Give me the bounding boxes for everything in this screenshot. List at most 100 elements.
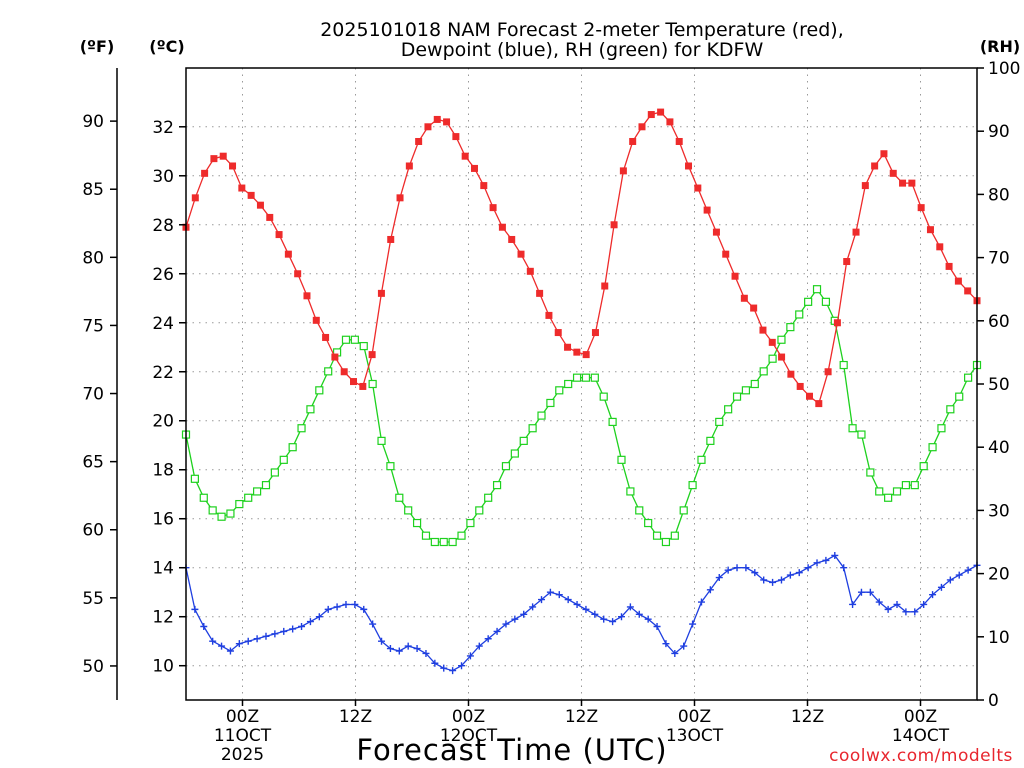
dewpoint-marker <box>466 652 474 660</box>
temperature-marker <box>377 289 385 297</box>
x-axis-label: Forecast Time (UTC) <box>356 733 667 767</box>
dewpoint-marker <box>733 564 741 572</box>
dewpoint-marker <box>697 598 705 606</box>
dewpoint-marker <box>529 603 537 611</box>
celsius-tick-label: 10 <box>152 657 174 677</box>
temperature-marker <box>256 201 264 209</box>
credit-text: coolwx.com/modelts <box>829 746 1013 766</box>
temperature-marker <box>815 400 823 408</box>
temperature-marker <box>536 289 544 297</box>
temperature-marker <box>703 206 711 214</box>
dewpoint-marker <box>378 637 386 645</box>
dewpoint-marker <box>689 620 697 628</box>
rh-marker <box>786 323 795 332</box>
rh-tick-label: 30 <box>988 501 1010 521</box>
rh-marker <box>217 512 226 521</box>
date-tick-label: 14OCT <box>892 726 950 746</box>
rh-marker <box>697 455 706 464</box>
dewpoint-marker <box>671 649 679 657</box>
date-tick-label: 11OCT <box>214 726 272 746</box>
fahrenheit-tick-label: 80 <box>82 248 104 268</box>
rh-marker <box>768 354 777 363</box>
temperature-marker <box>582 351 590 359</box>
dewpoint-marker <box>840 564 848 572</box>
dewpoint-marker <box>502 620 510 628</box>
fahrenheit-tick-label: 55 <box>82 589 104 609</box>
temperature-marker <box>768 338 776 346</box>
temperature-marker <box>275 231 283 239</box>
rh-marker <box>395 493 404 502</box>
temperature-marker <box>229 162 237 170</box>
dewpoint-marker <box>289 625 297 633</box>
temperature-marker <box>387 235 395 243</box>
dewpoint-marker <box>484 635 492 643</box>
temperature-marker <box>889 169 897 177</box>
temperature-marker <box>517 250 525 258</box>
year-tick-label: 2025 <box>221 745 264 765</box>
temperature-marker <box>908 179 916 187</box>
rh-marker <box>466 518 475 528</box>
dewpoint-marker <box>333 603 341 611</box>
temperature-marker <box>619 167 627 175</box>
temperature-marker <box>312 316 320 324</box>
temperature-marker <box>936 243 944 251</box>
rh-marker <box>253 487 262 496</box>
dewpoint-marker <box>813 559 821 567</box>
rh-marker <box>955 392 964 401</box>
temperature-marker <box>657 108 665 116</box>
rh-marker <box>777 335 786 344</box>
temperature-marker <box>945 262 953 270</box>
dewpoint-marker <box>315 613 323 621</box>
dewpoint-marker <box>617 613 625 621</box>
time-tick-label: 12Z <box>791 707 824 727</box>
temperature-marker <box>489 204 497 212</box>
dewpoint-marker <box>644 615 652 623</box>
rh-marker <box>679 506 688 515</box>
temperature-marker <box>266 213 274 221</box>
dewpoint-marker <box>546 588 554 596</box>
rh-marker <box>199 493 208 502</box>
dewpoint-marker <box>440 664 448 672</box>
rh-tick-label: 40 <box>988 438 1010 458</box>
dewpoint-marker <box>226 647 234 655</box>
temperature-marker <box>359 382 367 390</box>
rh-marker <box>297 424 306 433</box>
temperature-marker <box>405 162 413 170</box>
temperature-marker <box>722 250 730 258</box>
dewpoint-marker <box>875 598 883 606</box>
rh-marker <box>555 386 564 395</box>
temperature-marker <box>871 162 879 170</box>
dewpoint-marker <box>324 605 332 613</box>
celsius-tick-label: 18 <box>152 461 174 481</box>
dewpoint-marker <box>884 605 892 613</box>
temperature-marker <box>247 191 255 199</box>
fahrenheit-tick-label: 90 <box>82 112 104 132</box>
celsius-tick-label: 12 <box>152 608 174 628</box>
rh-marker <box>795 310 804 319</box>
temperature-marker <box>740 294 748 302</box>
rh-tick-label: 80 <box>988 185 1010 205</box>
rh-marker <box>901 481 910 490</box>
celsius-unit-label: (ºC) <box>149 37 184 56</box>
celsius-tick-label: 32 <box>152 118 174 138</box>
temperature-marker <box>498 223 506 231</box>
temperature-marker <box>685 162 693 170</box>
dewpoint-marker <box>520 610 528 618</box>
rh-marker <box>866 468 875 477</box>
rh-marker <box>404 506 413 515</box>
celsius-tick-label: 22 <box>152 363 174 383</box>
rh-marker <box>421 531 431 540</box>
rh-marker <box>386 462 395 471</box>
temperature-marker <box>294 270 302 278</box>
rh-marker <box>857 430 866 439</box>
temperature-marker <box>331 353 339 361</box>
dewpoint-marker <box>902 608 910 616</box>
rh-marker <box>617 455 626 464</box>
rh-tick-label: 70 <box>988 249 1010 269</box>
dewpoint-marker <box>929 591 937 599</box>
time-tick-label: 00Z <box>678 707 711 727</box>
temperature-marker <box>880 150 888 158</box>
temperature-marker <box>284 250 292 258</box>
fahrenheit-tick-label: 60 <box>82 521 104 541</box>
